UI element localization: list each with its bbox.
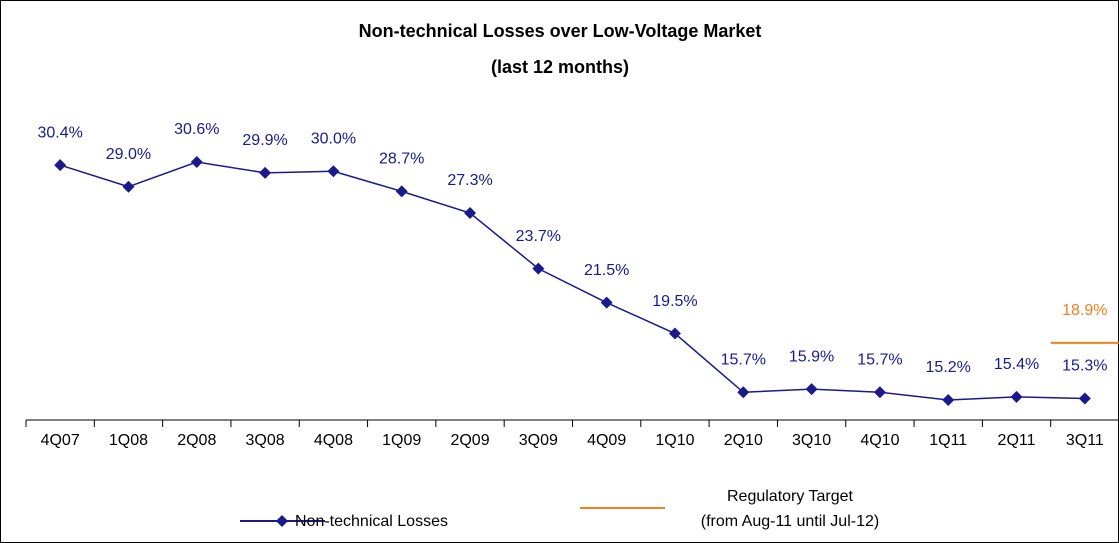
line (59, 161, 1085, 401)
x-tick-label: 2Q10 (724, 432, 763, 449)
x-tick-label: 4Q07 (41, 432, 80, 449)
chart-title: Non-technical Losses over Low-Voltage Ma… (359, 21, 762, 41)
marker (668, 327, 681, 340)
data-label: 21.5% (584, 262, 629, 279)
data-label: 15.7% (721, 351, 766, 368)
data-label: 29.9% (242, 132, 287, 149)
data-label: 27.3% (447, 172, 492, 189)
marker (122, 180, 135, 193)
x-tick-label: 4Q08 (314, 432, 353, 449)
marker (737, 386, 750, 399)
marker (942, 394, 955, 406)
data-label: 18.9% (1062, 302, 1107, 319)
marker (395, 185, 408, 198)
marker (600, 296, 613, 309)
x-tick-label: 1Q09 (382, 432, 421, 449)
x-tick-label: 2Q09 (450, 432, 489, 449)
x-tick-label: 1Q08 (109, 432, 148, 449)
data-label: 30.0% (311, 130, 356, 147)
x-tick-label: 4Q10 (860, 432, 899, 449)
x-tick-label: 1Q10 (655, 432, 694, 449)
legend-label: Non-technical Losses (295, 513, 448, 530)
marker (805, 383, 818, 396)
data-label: 23.7% (516, 228, 561, 245)
data-label: 15.9% (789, 348, 834, 365)
legend-marker (276, 515, 288, 527)
x-tick-label: 3Q10 (792, 432, 831, 449)
marker (532, 262, 545, 275)
marker (1010, 390, 1023, 403)
marker (190, 156, 203, 168)
x-tick-label: 3Q08 (246, 432, 285, 449)
data-label: 15.2% (926, 359, 971, 376)
data-label: 15.7% (857, 351, 902, 368)
data-label: 15.3% (1062, 358, 1107, 375)
marker (1078, 392, 1091, 405)
marker (327, 165, 340, 178)
x-tick-label: 2Q08 (177, 432, 216, 449)
marker (464, 207, 477, 219)
x-tick-label: 2Q11 (998, 432, 1036, 449)
data-label: 19.5% (652, 293, 697, 310)
data-label: 30.6% (174, 121, 219, 138)
x-tick-label: 3Q09 (519, 432, 558, 449)
marker (54, 159, 67, 172)
data-label: 29.0% (106, 146, 151, 163)
x-tick-label: 1Q11 (929, 432, 967, 449)
chart-subtitle: (last 12 months) (491, 57, 629, 77)
data-label: 15.4% (994, 356, 1039, 373)
legend-label: Regulatory Target (from Aug-11 until Jul… (700, 488, 880, 530)
x-tick-label: 4Q09 (587, 432, 626, 449)
marker (873, 386, 886, 399)
x-tick-label: 3Q11 (1066, 432, 1104, 449)
data-label: 28.7% (379, 151, 424, 168)
data-label: 30.4% (37, 124, 82, 141)
marker (259, 166, 272, 179)
